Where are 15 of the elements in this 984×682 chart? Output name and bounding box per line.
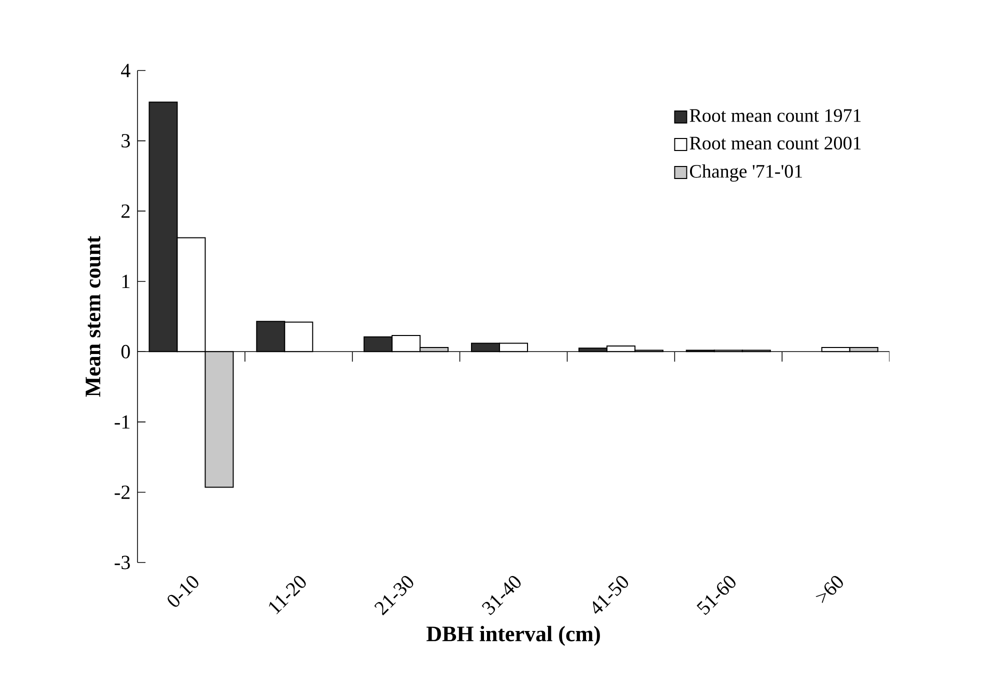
- x-tick-label: 0-10: [168, 576, 198, 607]
- y-tick-label: -2: [114, 486, 130, 499]
- y-tick-label: -3: [114, 556, 130, 570]
- legend-label: Change '71-'01: [690, 164, 802, 182]
- y-tick-label: 0: [121, 344, 130, 358]
- y-axis-title: Mean stem count: [86, 236, 100, 397]
- y-tick-label: 1: [122, 274, 130, 288]
- x-axis-title: DBH interval (cm): [426, 626, 600, 646]
- legend-label: Root mean count 2001: [690, 136, 861, 150]
- x-tick-label: >60: [816, 576, 843, 604]
- y-tick-label: 4: [121, 64, 130, 78]
- y-tick-label: -1: [114, 415, 130, 429]
- legend-label: Root mean count 1971: [690, 109, 861, 122]
- y-tick-label: 2: [122, 204, 130, 218]
- y-tick-label: 3: [122, 134, 130, 148]
